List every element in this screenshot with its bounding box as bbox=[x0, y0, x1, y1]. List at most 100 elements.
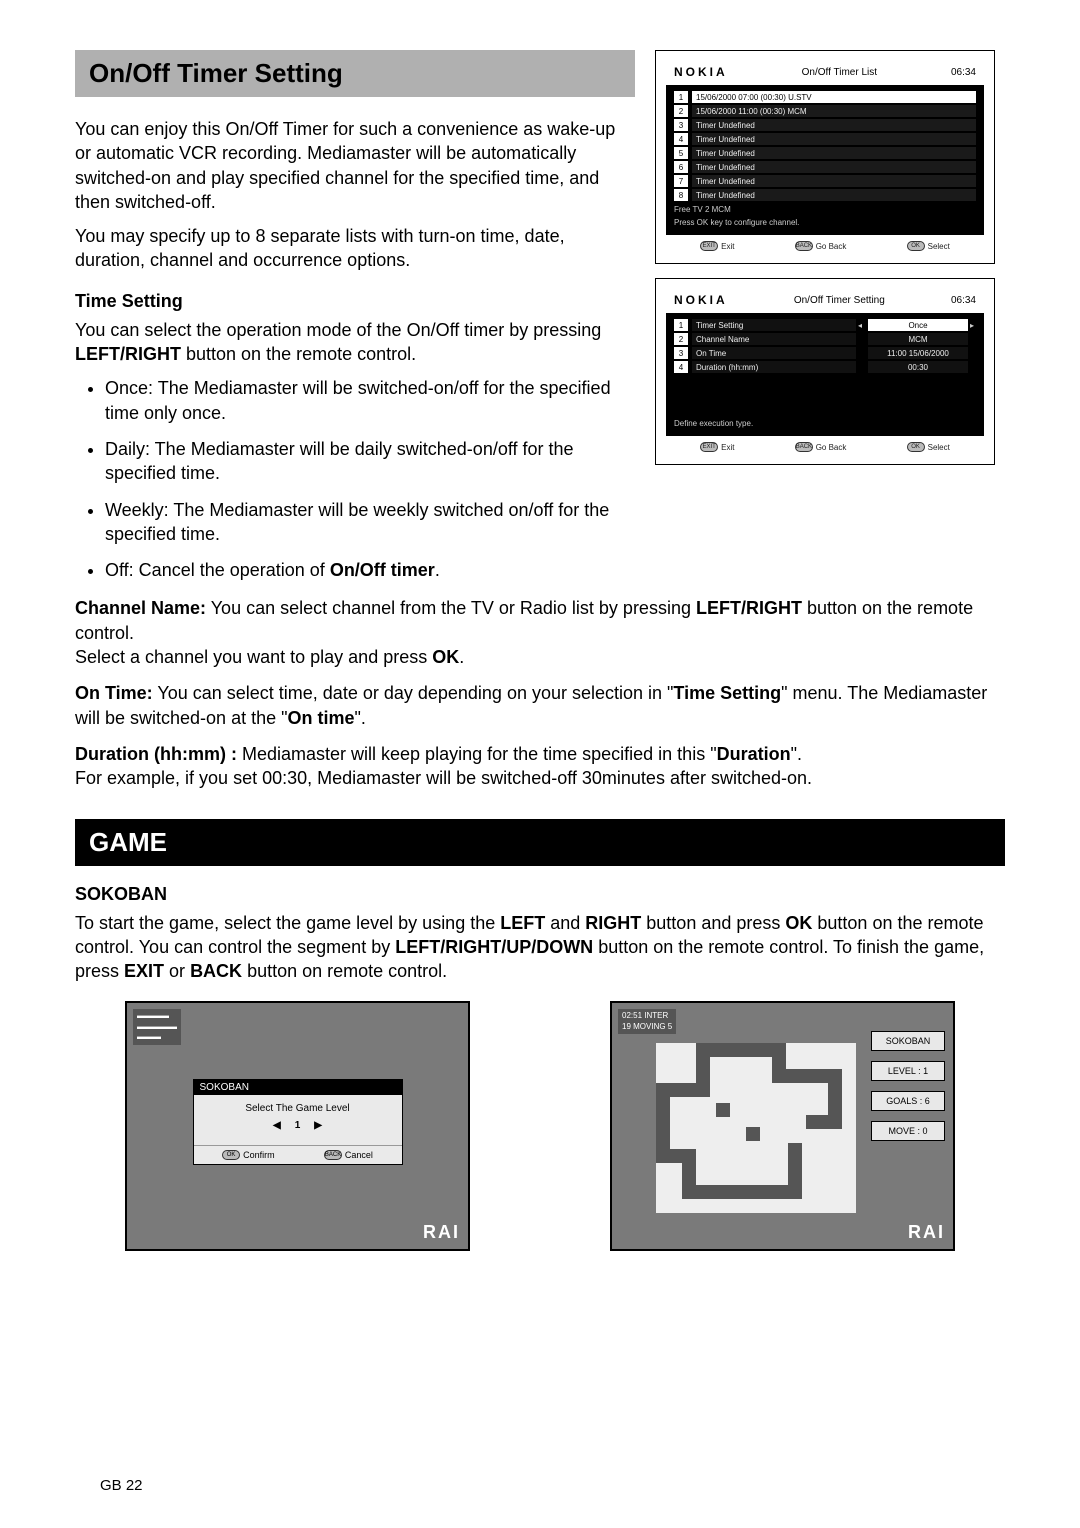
tv-clock: 06:34 bbox=[951, 295, 976, 306]
text: Mediamaster will keep playing for the ti… bbox=[237, 744, 717, 764]
text: button on the remote control. bbox=[181, 344, 416, 364]
tv2-footer: EXITExit BACKGo Back OKSelect bbox=[666, 436, 984, 456]
set-val-1: Once bbox=[868, 319, 968, 331]
bold-exit: EXIT bbox=[124, 961, 164, 981]
set-label-2: Channel Name bbox=[692, 333, 856, 345]
exit-icon: EXIT bbox=[700, 241, 718, 251]
set-label-4: Duration (hh:mm) bbox=[692, 361, 856, 373]
exit-label: Exit bbox=[721, 443, 734, 452]
exit-label: Exit bbox=[721, 242, 734, 251]
para-channel-name: Channel Name: You can select channel fro… bbox=[75, 596, 1005, 669]
tv-list-area: 115/06/2000 07:00 (00:30) U.STV 215/06/2… bbox=[666, 85, 984, 235]
full-width-paras: Channel Name: You can select channel fro… bbox=[75, 596, 1005, 790]
tv-screenshots-column: NOKIA On/Off Timer List 06:34 115/06/200… bbox=[655, 50, 1005, 479]
bold-arrows: LEFT/RIGHT/UP/DOWN bbox=[395, 937, 593, 957]
tv-brand: NOKIA bbox=[674, 293, 728, 307]
bold-on-time: On time bbox=[288, 708, 355, 728]
osd-line-1: 02:51 INTER bbox=[622, 1011, 672, 1021]
text: You can select the operation mode of the… bbox=[75, 320, 601, 340]
set-val-2: MCM bbox=[868, 333, 968, 345]
section-title-game: GAME bbox=[89, 827, 991, 858]
back-icon: BACK bbox=[324, 1150, 342, 1160]
text: . bbox=[435, 560, 440, 580]
bold-left: LEFT bbox=[500, 913, 545, 933]
rai-logo: RAI bbox=[908, 1222, 945, 1243]
section-title-timer: On/Off Timer Setting bbox=[89, 58, 621, 89]
text: You can select time, date or day dependi… bbox=[153, 683, 674, 703]
para-duration: Duration (hh:mm) : Mediamaster will keep… bbox=[75, 742, 1005, 791]
back-label: Go Back bbox=[816, 443, 847, 452]
text: button on remote control. bbox=[242, 961, 447, 981]
tv-footer: EXITExit BACKGo Back OKSelect bbox=[666, 235, 984, 255]
text: ". bbox=[791, 744, 802, 764]
cancel-label: Cancel bbox=[345, 1150, 373, 1160]
para-time-setting-intro: You can select the operation mode of the… bbox=[75, 318, 635, 367]
bullet-weekly: Weekly: The Mediamaster will be weekly s… bbox=[105, 498, 635, 547]
set-val-3: 11:00 15/06/2000 bbox=[868, 347, 968, 359]
para-intro-2: You may specify up to 8 separate lists w… bbox=[75, 224, 635, 273]
text: For example, if you set 00:30, Mediamast… bbox=[75, 768, 812, 788]
label-channel-name: Channel Name: bbox=[75, 598, 206, 618]
section-header-timer: On/Off Timer Setting bbox=[75, 50, 635, 97]
text: or bbox=[164, 961, 190, 981]
tv-hint-2: Press OK key to configure channel. bbox=[674, 218, 976, 227]
subheading-time-setting: Time Setting bbox=[75, 291, 635, 312]
tv-row-5: Timer Undefined bbox=[692, 147, 976, 159]
tv-row-2: 15/06/2000 11:00 (00:30) MCM bbox=[692, 105, 976, 117]
bold-back: BACK bbox=[190, 961, 242, 981]
bold-left-right: LEFT/RIGHT bbox=[696, 598, 802, 618]
select-label: Select bbox=[928, 242, 950, 251]
subheading-sokoban: SOKOBAN bbox=[75, 884, 1005, 905]
text: and bbox=[545, 913, 585, 933]
tv-screenshot-timer-setting: NOKIA On/Off Timer Setting 06:34 1 Timer… bbox=[655, 278, 995, 465]
bold-left-right: LEFT/RIGHT bbox=[75, 344, 181, 364]
label-duration: Duration (hh:mm) : bbox=[75, 744, 237, 764]
text: button and press bbox=[641, 913, 785, 933]
bold-ok: OK bbox=[432, 647, 459, 667]
game-screenshot-level-select: ▬▬▬▬▬▬▬▬▬▬▬▬ SOKOBAN Select The Game Lev… bbox=[125, 1001, 470, 1251]
side-level: LEVEL : 1 bbox=[871, 1061, 945, 1081]
para-sokoban: To start the game, select the game level… bbox=[75, 911, 1005, 984]
dialog-level-row: ◀ 1 ▶ bbox=[202, 1120, 394, 1131]
bold-onoff-timer: On/Off timer bbox=[330, 560, 435, 580]
text: Select a channel you want to play and pr… bbox=[75, 647, 432, 667]
tv-brand: NOKIA bbox=[674, 65, 728, 79]
tv-row-6: Timer Undefined bbox=[692, 161, 976, 173]
game-screenshot-playing: 02:51 INTER 19 MOVING 5 S bbox=[610, 1001, 955, 1251]
tv-row-4: Timer Undefined bbox=[692, 133, 976, 145]
text: ". bbox=[355, 708, 366, 728]
tv-setting-area: 1 Timer Setting ◂ Once ▸ 2 Channel Name … bbox=[666, 313, 984, 436]
game-screenshots-row: ▬▬▬▬▬▬▬▬▬▬▬▬ SOKOBAN Select The Game Lev… bbox=[75, 1001, 1005, 1251]
level-number: 1 bbox=[295, 1120, 301, 1131]
osd-overlay: ▬▬▬▬▬▬▬▬▬▬▬▬ bbox=[133, 1009, 181, 1044]
text: To start the game, select the game level… bbox=[75, 913, 500, 933]
tv-row-1: 15/06/2000 07:00 (00:30) U.STV bbox=[692, 91, 976, 103]
select-label: Select bbox=[928, 443, 950, 452]
osd-line-2: 19 MOVING 5 bbox=[622, 1022, 672, 1032]
confirm-label: Confirm bbox=[243, 1150, 275, 1160]
tv-hint-1: Free TV 2 MCM bbox=[674, 205, 976, 214]
tv-title: On/Off Timer Setting bbox=[794, 295, 885, 306]
page-number: GB 22 bbox=[100, 1477, 143, 1494]
bold-duration: Duration bbox=[717, 744, 791, 764]
para-intro-1: You can enjoy this On/Off Timer for such… bbox=[75, 117, 635, 214]
arrow-right-icon: ▶ bbox=[314, 1120, 322, 1131]
ok-icon: OK bbox=[222, 1150, 240, 1160]
dialog-title: SOKOBAN bbox=[194, 1080, 402, 1095]
side-move: MOVE : 0 bbox=[871, 1121, 945, 1141]
game-dialog: SOKOBAN Select The Game Level ◀ 1 ▶ OKCo… bbox=[193, 1079, 403, 1165]
text: . bbox=[459, 647, 464, 667]
tv-screenshot-timer-list: NOKIA On/Off Timer List 06:34 115/06/200… bbox=[655, 50, 995, 264]
tv-clock: 06:34 bbox=[951, 67, 976, 78]
bullet-once: Once: The Mediamaster will be switched-o… bbox=[105, 376, 635, 425]
arrow-left-icon: ◀ bbox=[273, 1120, 281, 1131]
exit-icon: EXIT bbox=[700, 442, 718, 452]
text: You can select channel from the TV or Ra… bbox=[206, 598, 696, 618]
osd-overlay: 02:51 INTER 19 MOVING 5 bbox=[618, 1009, 676, 1034]
back-icon: BACK bbox=[795, 241, 813, 251]
sokoban-maze bbox=[656, 1043, 856, 1213]
tv-row-3: Timer Undefined bbox=[692, 119, 976, 131]
bold-ok: OK bbox=[785, 913, 812, 933]
tv-row-7: Timer Undefined bbox=[692, 175, 976, 187]
tv-row-8: Timer Undefined bbox=[692, 189, 976, 201]
